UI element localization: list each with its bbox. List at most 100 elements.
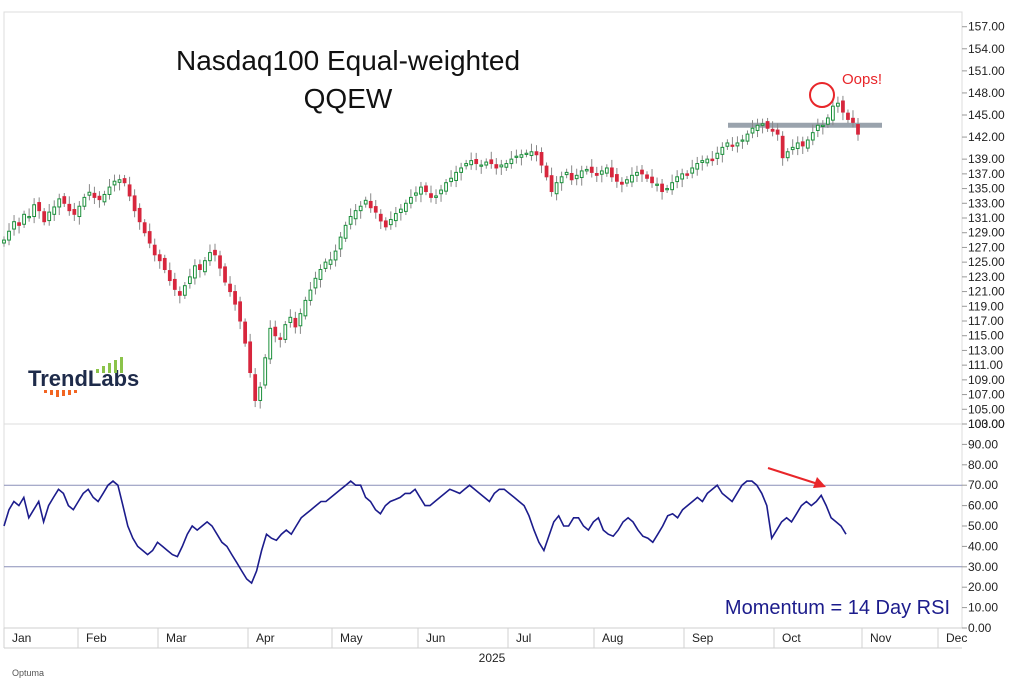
candle [494, 158, 499, 175]
candle [273, 320, 278, 343]
candle [765, 117, 770, 132]
candle [660, 179, 664, 200]
candle [434, 189, 438, 205]
candle [57, 193, 62, 216]
candle [137, 203, 142, 230]
rsi-tick-label: 0.00 [968, 621, 992, 635]
price-tick-label: 151.00 [968, 64, 1005, 78]
candle [559, 171, 564, 191]
candle [17, 217, 21, 234]
candle [770, 121, 775, 137]
price-tick-label: 113.00 [968, 343, 1004, 357]
price-tick-label: 115.00 [968, 329, 1004, 343]
rsi-label: Momentum = 14 Day RSI [725, 597, 950, 619]
candle [162, 254, 167, 274]
candle [474, 152, 479, 171]
month-label: Feb [86, 631, 107, 645]
candle [268, 320, 273, 365]
month-label: Sep [692, 631, 714, 645]
candle [107, 179, 112, 200]
price-tick-label: 117.00 [968, 314, 1004, 328]
candle [102, 190, 107, 206]
candle [378, 209, 383, 230]
price-tick-label: 137.00 [968, 167, 1005, 181]
candle [805, 136, 810, 152]
candle [745, 130, 750, 145]
candle [288, 309, 293, 328]
candle [740, 134, 745, 149]
price-tick-label: 107.00 [968, 388, 1005, 402]
candle [348, 208, 353, 230]
month-label: May [340, 631, 363, 645]
candle [851, 110, 855, 128]
price-tick-label: 127.00 [968, 240, 1005, 254]
candle [152, 238, 157, 262]
candle [47, 204, 52, 226]
candle [167, 262, 172, 286]
candle [479, 159, 484, 174]
rsi-tick-label: 20.00 [968, 580, 998, 594]
candle [2, 236, 6, 247]
chart-title: Nasdaq100 Equal-weighted [176, 45, 520, 76]
candle [208, 244, 212, 266]
candle [574, 168, 579, 186]
candle [258, 382, 263, 409]
candle [534, 145, 539, 162]
candle [825, 114, 830, 128]
rsi-tick-label: 50.00 [968, 519, 998, 533]
candle [383, 217, 388, 231]
candle [464, 159, 469, 170]
candle [645, 171, 649, 182]
candle [12, 215, 16, 236]
candle [640, 165, 644, 182]
candle [790, 139, 795, 155]
candle [368, 193, 373, 213]
candle [630, 167, 634, 188]
price-tick-label: 142.00 [968, 130, 1005, 144]
candle [635, 165, 639, 182]
candle [203, 256, 207, 276]
price-panel-frame [3, 11, 963, 425]
candle [62, 192, 67, 207]
candle [599, 165, 604, 183]
candle [499, 159, 504, 175]
rsi-divergence-arrow [767, 467, 826, 488]
oops-highlight-circle [809, 82, 835, 108]
price-tick-label: 103.00 [968, 417, 1005, 431]
candle [655, 177, 659, 192]
candle [720, 142, 725, 163]
candle [338, 231, 343, 257]
candle [398, 204, 403, 221]
rsi-tick-label: 60.00 [968, 499, 998, 513]
candle [831, 98, 835, 126]
rsi-tick-label: 80.00 [968, 458, 998, 472]
candle [278, 332, 283, 348]
candle [836, 96, 840, 113]
candle [333, 244, 338, 267]
price-tick-label: 123.00 [968, 270, 1005, 284]
candle [564, 168, 569, 179]
candle [97, 191, 102, 208]
month-label: Jun [426, 631, 445, 645]
month-label: Mar [166, 631, 187, 645]
price-tick-label: 109.00 [968, 373, 1005, 387]
candle [318, 264, 323, 288]
price-tick-label: 129.00 [968, 226, 1005, 240]
candle [604, 164, 609, 177]
candle [177, 286, 182, 304]
month-label: Jan [12, 631, 31, 645]
time-axis: Jan Feb Mar Apr May Jun Jul Aug Sep Oct Nov Dec [3, 628, 967, 648]
candle [92, 186, 97, 205]
candle [700, 155, 705, 171]
candle [127, 176, 132, 202]
candle [404, 199, 408, 216]
rsi-line [3, 480, 847, 585]
candle [856, 117, 860, 141]
rsi-series [3, 480, 847, 585]
candle [303, 296, 308, 320]
candle [680, 168, 685, 188]
candle [609, 159, 614, 182]
candle [800, 136, 805, 154]
